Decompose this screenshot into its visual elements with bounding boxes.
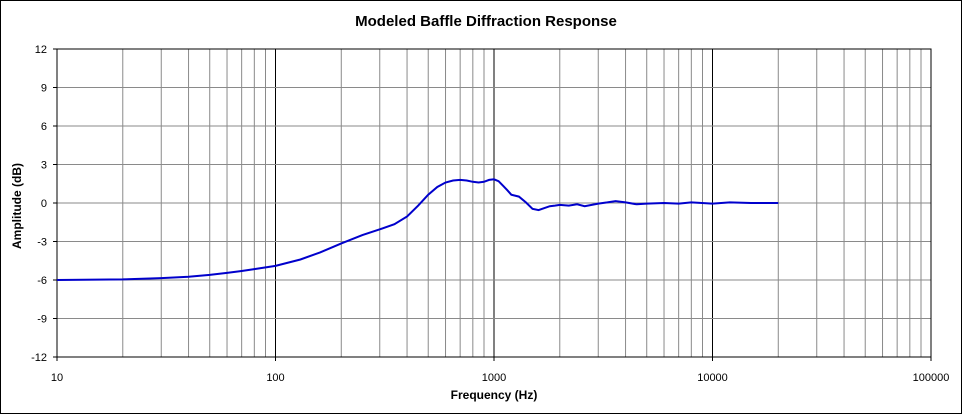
- y-tick-label: 12: [35, 44, 47, 56]
- x-axis-ticks: 10 100 1000 10000 100000: [51, 357, 949, 384]
- y-tick-label: 6: [41, 121, 47, 133]
- series-line: [56, 178, 779, 281]
- x-tick-label: 10: [51, 372, 63, 384]
- chart-title: Modeled Baffle Diffraction Response: [355, 13, 617, 30]
- y-tick-label: -3: [37, 237, 47, 249]
- y-tick-label: 0: [41, 198, 47, 210]
- x-tick-label: 10000: [697, 372, 728, 384]
- x-tick-label: 1000: [482, 372, 506, 384]
- y-tick-label: -6: [37, 275, 47, 287]
- y-tick-label: -12: [31, 352, 47, 364]
- y-tick-label: -9: [37, 314, 47, 326]
- x-tick-label: 100: [266, 372, 284, 384]
- x-tick-label: 100000: [913, 372, 950, 384]
- y-tick-label: 9: [41, 83, 47, 95]
- y-axis-ticks: 12 9 6 3 0 -3 -6 -9 -12: [31, 44, 57, 364]
- y-tick-label: 3: [41, 160, 47, 172]
- x-axis-label: Frequency (Hz): [451, 388, 538, 402]
- grid: [56, 48, 932, 358]
- y-axis-label: Amplitude (dB): [10, 163, 24, 249]
